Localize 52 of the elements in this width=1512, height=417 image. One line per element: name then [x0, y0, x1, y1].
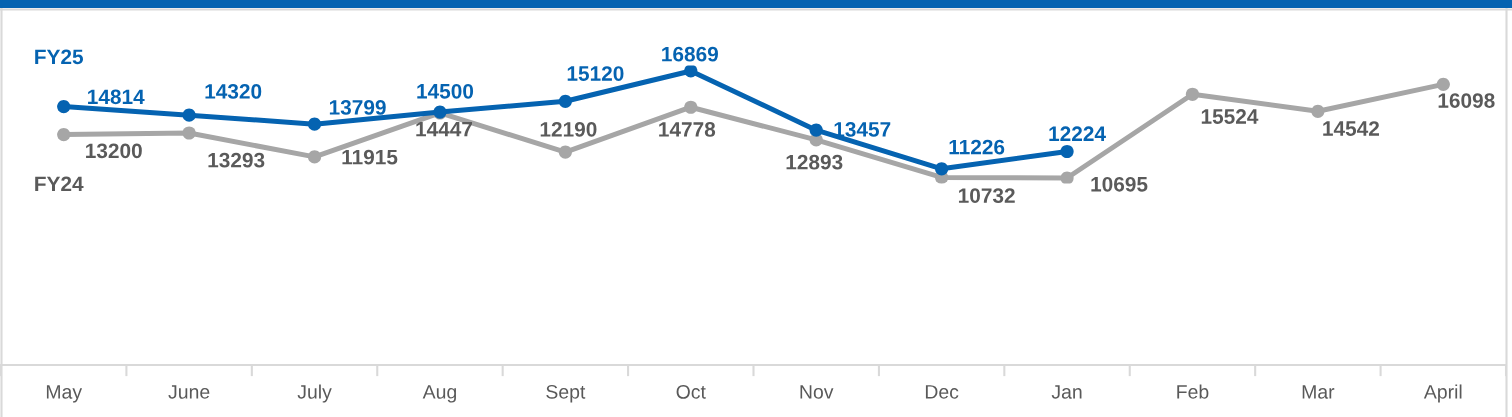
data-label: 11915	[342, 149, 398, 165]
series-label: FY24	[35, 176, 84, 191]
data-label: 10732	[958, 188, 1015, 204]
data-label: 14320	[205, 84, 262, 99]
x-tick-label: Feb	[1177, 384, 1209, 399]
point	[684, 65, 698, 78]
point	[182, 108, 196, 122]
point	[935, 162, 949, 176]
x-tick-label: May	[46, 385, 83, 403]
data-label: 13799	[329, 100, 386, 115]
point	[684, 100, 698, 114]
x-tick-label: July	[297, 384, 332, 403]
data-label: 14778	[659, 122, 716, 137]
point	[558, 145, 572, 159]
data-label: 11226	[949, 139, 1005, 155]
point	[1060, 144, 1074, 159]
data-label: 13457	[834, 121, 891, 137]
point	[558, 94, 572, 108]
point	[57, 128, 71, 142]
data-label: 12893	[786, 154, 843, 170]
point	[182, 126, 196, 140]
x-tick-label: Mar	[1302, 385, 1335, 399]
data-label: 14500	[417, 83, 474, 99]
point	[809, 123, 823, 137]
data-label: 12190	[540, 121, 597, 137]
series-label: FY25	[35, 49, 84, 65]
data-label: 14542	[1323, 121, 1380, 136]
x-tick-label: June	[168, 385, 210, 399]
data-label: 12224	[1049, 126, 1106, 141]
point	[1060, 171, 1074, 184]
x-tick-label: April	[1423, 384, 1462, 403]
x-tick-label: Nov	[800, 385, 834, 399]
x-tick-label: Sept	[546, 384, 586, 403]
x-tick-label: Aug	[422, 385, 456, 403]
point	[1311, 104, 1325, 118]
point	[1436, 77, 1450, 91]
point	[57, 100, 71, 114]
data-label: 15120	[567, 66, 624, 81]
data-label: 10695	[1091, 176, 1148, 192]
point	[307, 117, 322, 131]
data-label: 16869	[662, 46, 718, 62]
x-tick-label: Jan	[1051, 385, 1082, 399]
data-label: 14447	[416, 122, 473, 137]
data-label: 13293	[208, 152, 265, 168]
x-tick-label: Oct	[676, 384, 706, 399]
data-label: 15524	[1201, 109, 1259, 124]
data-label: 13200	[86, 143, 142, 159]
point	[307, 150, 322, 164]
data-label: 16098	[1438, 93, 1495, 108]
point	[1185, 87, 1200, 101]
x-tick-label: Dec	[925, 385, 959, 399]
data-label: 14814	[88, 89, 145, 105]
